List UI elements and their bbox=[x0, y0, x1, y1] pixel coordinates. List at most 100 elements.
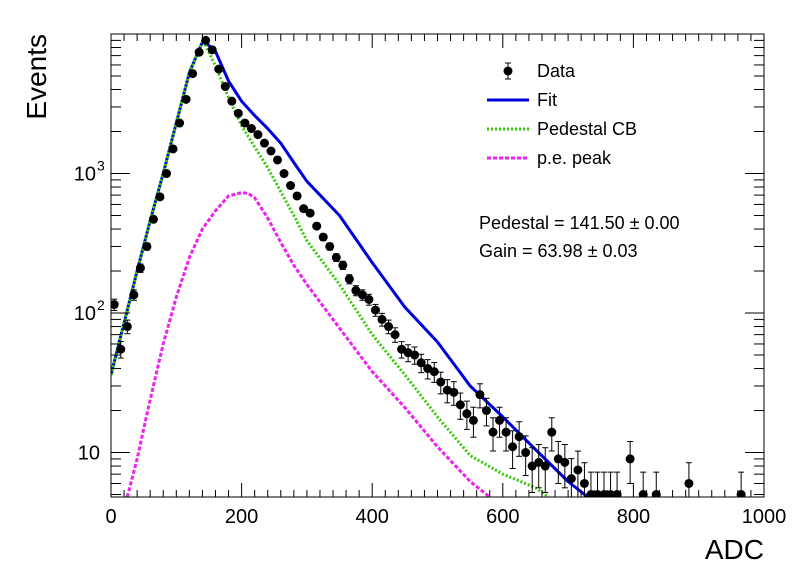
data-point bbox=[364, 293, 374, 306]
data-point bbox=[514, 421, 524, 457]
data-marker bbox=[736, 490, 746, 497]
data-point bbox=[240, 118, 250, 128]
data-marker bbox=[201, 35, 211, 45]
data-marker bbox=[351, 286, 361, 296]
data-point bbox=[370, 303, 380, 317]
data-marker bbox=[579, 478, 589, 488]
series-fit-line bbox=[111, 38, 589, 497]
data-point bbox=[194, 47, 204, 57]
x-axis-label: ADC bbox=[705, 534, 764, 565]
x-tick-label: 0 bbox=[105, 506, 116, 528]
data-marker bbox=[638, 490, 648, 497]
data-point bbox=[566, 458, 576, 497]
data-point bbox=[534, 444, 544, 489]
data-marker bbox=[527, 461, 537, 471]
data-point bbox=[292, 191, 302, 201]
legend-marker bbox=[503, 66, 513, 76]
data-point bbox=[736, 471, 746, 497]
data-point bbox=[312, 221, 322, 231]
data-marker bbox=[436, 377, 446, 387]
data-point bbox=[148, 214, 158, 224]
data-point bbox=[227, 96, 237, 106]
data-point bbox=[423, 359, 433, 380]
x-tick-label: 600 bbox=[486, 506, 519, 528]
x-tick-label: 800 bbox=[617, 506, 650, 528]
pedestal-annotation: Pedestal = 141.50 ± 0.00 bbox=[479, 213, 680, 233]
data-marker bbox=[344, 274, 354, 284]
x-tick-label: 1000 bbox=[742, 506, 787, 528]
data-marker bbox=[325, 241, 335, 251]
curves bbox=[111, 38, 589, 497]
data-marker bbox=[246, 124, 256, 134]
data-marker bbox=[122, 322, 132, 332]
legend-entry: p.e. peak bbox=[487, 148, 612, 168]
data-point bbox=[599, 471, 609, 497]
legend-label: p.e. peak bbox=[537, 148, 612, 168]
data-marker bbox=[299, 204, 309, 214]
data-point bbox=[481, 397, 491, 427]
data-point bbox=[279, 169, 289, 179]
data-point bbox=[188, 69, 198, 79]
legend-label: Data bbox=[537, 61, 576, 81]
plot-frame bbox=[110, 33, 765, 498]
data-point bbox=[246, 124, 256, 134]
data-marker bbox=[508, 442, 518, 452]
data-point bbox=[357, 289, 367, 301]
data-marker bbox=[429, 367, 439, 377]
data-point bbox=[579, 462, 589, 497]
data-marker bbox=[318, 232, 328, 242]
data-point bbox=[638, 471, 648, 497]
y-tick-label: 10 bbox=[78, 443, 100, 465]
data-point bbox=[142, 241, 152, 251]
data-point bbox=[429, 362, 439, 383]
data-point bbox=[560, 444, 570, 489]
data-point bbox=[606, 471, 616, 497]
data-marker bbox=[194, 47, 204, 57]
y-tick-exponent: 2 bbox=[97, 297, 105, 313]
data-point bbox=[455, 392, 465, 420]
data-point bbox=[475, 383, 485, 409]
data-point bbox=[266, 146, 276, 156]
data-point bbox=[651, 471, 661, 497]
data-marker bbox=[410, 350, 420, 360]
data-marker bbox=[338, 260, 348, 270]
data-marker bbox=[384, 322, 394, 332]
data-marker bbox=[357, 290, 367, 300]
data-marker bbox=[573, 465, 583, 475]
data-marker bbox=[455, 400, 465, 410]
data-marker bbox=[416, 358, 426, 368]
data-point bbox=[468, 406, 478, 438]
data-marker bbox=[612, 490, 622, 497]
data-point bbox=[384, 319, 394, 335]
data-point bbox=[305, 208, 315, 218]
data-marker bbox=[142, 241, 152, 251]
data-point bbox=[573, 450, 583, 497]
legend-label: Fit bbox=[537, 90, 557, 110]
data-point bbox=[612, 471, 622, 497]
data-marker bbox=[481, 406, 491, 416]
data-marker bbox=[312, 221, 322, 231]
data-point bbox=[181, 94, 191, 104]
data-point bbox=[436, 371, 446, 395]
data-marker bbox=[220, 82, 230, 92]
data-point bbox=[318, 232, 328, 242]
data-marker bbox=[566, 474, 576, 484]
data-point bbox=[592, 471, 602, 497]
data-marker bbox=[129, 290, 139, 300]
data-marker bbox=[181, 94, 191, 104]
data-point bbox=[122, 319, 132, 335]
data-marker bbox=[534, 457, 544, 467]
data-point bbox=[299, 204, 309, 214]
legend-entry: Fit bbox=[487, 90, 557, 110]
data-point bbox=[155, 192, 165, 202]
data-marker bbox=[207, 45, 217, 55]
data-point bbox=[488, 417, 498, 452]
data-marker bbox=[155, 192, 165, 202]
data-marker bbox=[227, 96, 237, 106]
data-point bbox=[162, 169, 172, 179]
data-point bbox=[286, 181, 296, 191]
y-tick-label: 10 bbox=[74, 303, 96, 325]
data-marker bbox=[364, 295, 374, 305]
data-marker bbox=[651, 490, 661, 497]
